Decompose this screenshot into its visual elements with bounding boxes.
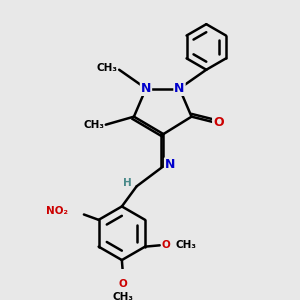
Text: CH₃: CH₃ [113,292,134,300]
Text: O: O [119,279,128,290]
Text: N: N [165,158,175,171]
Text: O: O [213,116,224,128]
Text: CH₃: CH₃ [83,120,104,130]
Text: CH₃: CH₃ [97,63,118,74]
Text: NO₂: NO₂ [46,206,68,216]
Text: H: H [123,178,132,188]
Text: O: O [162,239,170,250]
Text: CH₃: CH₃ [176,239,197,250]
Text: N: N [174,82,185,95]
Text: N: N [141,82,151,95]
